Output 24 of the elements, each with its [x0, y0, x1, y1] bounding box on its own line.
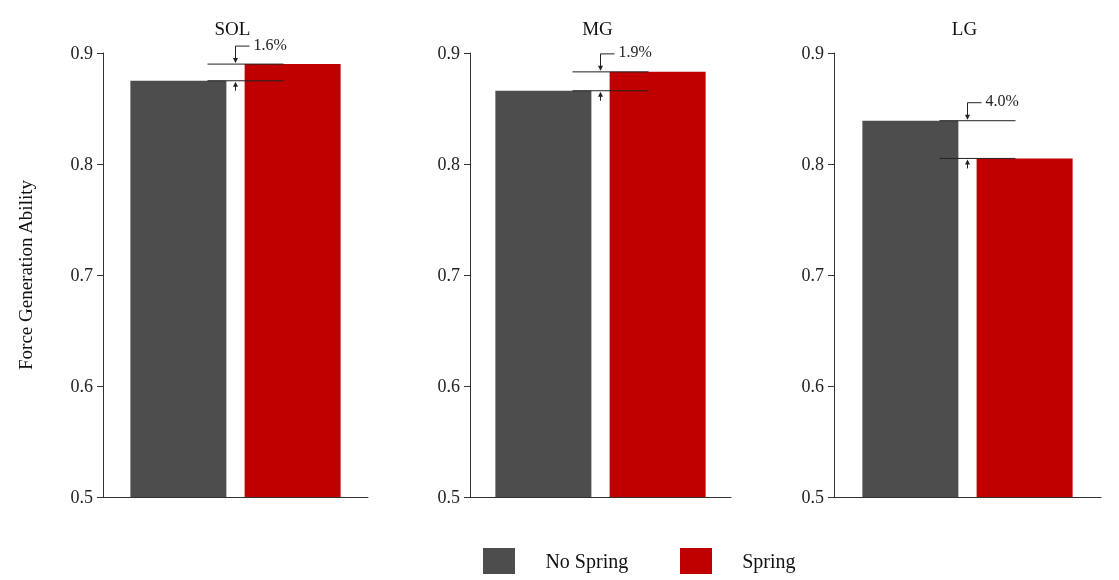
y-tick-label: 0.8 [70, 154, 93, 174]
y-tick-label: 0.9 [801, 43, 824, 63]
legend-label: No Spring [545, 549, 629, 573]
y-tick-label: 0.9 [70, 43, 93, 63]
legend-label: Spring [742, 549, 796, 573]
chart-title: MG [582, 18, 614, 39]
y-tick-label: 0.8 [801, 154, 824, 174]
y-tick-label: 0.5 [801, 487, 824, 507]
y-axis-title: Force Generation Ability [15, 179, 36, 370]
text: 1.6% [253, 35, 287, 53]
y-tick-label: 0.6 [70, 376, 93, 396]
y-tick-label: 0.8 [437, 154, 460, 174]
y-tick-label: 0.5 [437, 487, 460, 507]
y-tick-label: 0.7 [437, 265, 460, 285]
chart-title: SOL [214, 18, 251, 39]
y-tick-label: 0.9 [437, 43, 460, 63]
y-tick-label: 0.7 [801, 265, 824, 285]
annotation: 4.0% [985, 92, 1019, 110]
y-tick-label: 0.5 [70, 487, 93, 507]
y-tick-label: 0.6 [801, 376, 824, 396]
y-tick-label: 0.6 [437, 376, 460, 396]
chart-title: LG [951, 18, 978, 39]
y-tick-label: 0.7 [70, 265, 93, 285]
annotation: 1.9% [618, 43, 652, 61]
